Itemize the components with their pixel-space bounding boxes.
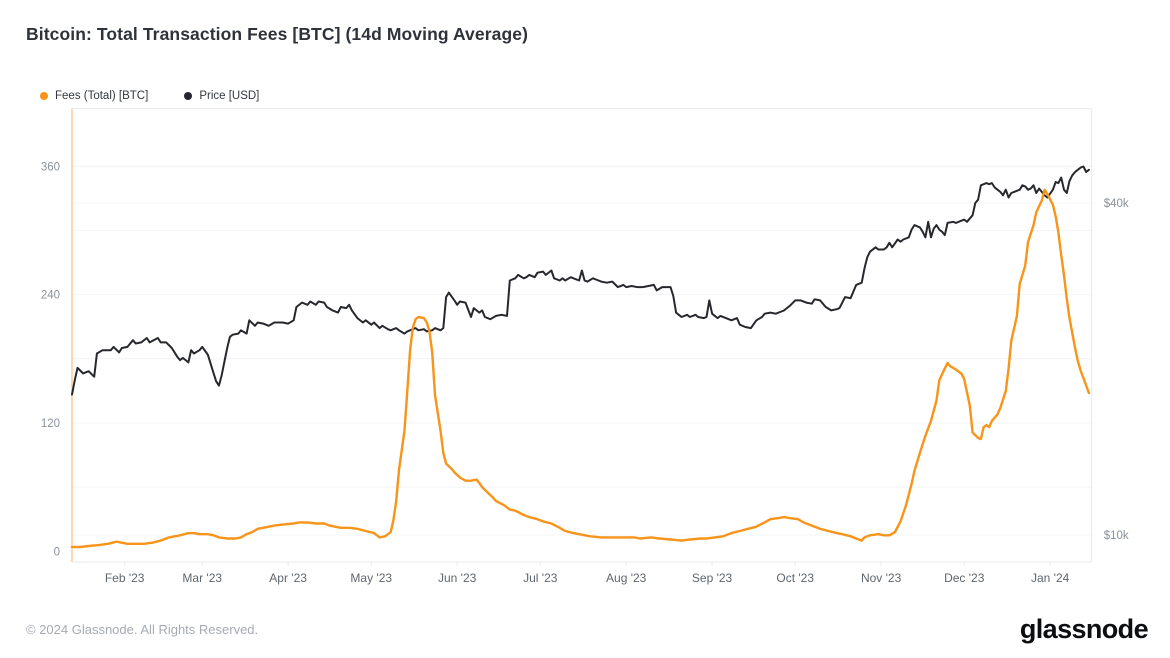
y-axis-label-left: 360 bbox=[41, 161, 60, 173]
x-axis-label: Apr '23 bbox=[269, 571, 307, 585]
fees-series-dot-icon bbox=[40, 92, 48, 100]
glassnode-logo: glassnode bbox=[1019, 614, 1149, 644]
x-axis-label: Feb '23 bbox=[105, 571, 145, 585]
legend-item-fees[interactable]: Fees (Total) [BTC] bbox=[40, 90, 148, 102]
x-axis-label: Jul '23 bbox=[523, 571, 558, 585]
fees-line-series bbox=[70, 188, 1091, 549]
x-axis-label: Jan '24 bbox=[1031, 571, 1070, 585]
x-axis-label: Jun '23 bbox=[438, 571, 477, 585]
y-axis-label-left: 240 bbox=[41, 290, 60, 302]
price-series-dot-icon bbox=[184, 92, 193, 100]
price-line-series bbox=[71, 165, 1090, 396]
legend-item-label: Fees (Total) [BTC] bbox=[55, 90, 149, 102]
copyright-text: © 2024 Glassnode. All Rights Reserved. bbox=[26, 622, 259, 637]
x-axis-label: Oct '23 bbox=[776, 571, 814, 585]
y-axis-label-left: 0 bbox=[54, 546, 60, 558]
x-axis-label: Aug '23 bbox=[606, 571, 647, 585]
y-axis-label-right: $40k bbox=[1104, 198, 1129, 210]
x-axis-label: Dec '23 bbox=[944, 571, 985, 585]
x-axis-label: Nov '23 bbox=[861, 571, 902, 585]
x-axis-label: Sep '23 bbox=[692, 571, 733, 585]
page-title: Bitcoin: Total Transaction Fees [BTC] (1… bbox=[26, 24, 529, 44]
chart-legend: Fees (Total) [BTC] Price [USD] bbox=[40, 90, 259, 102]
legend-item-label: Price [USD] bbox=[199, 90, 260, 102]
y-axis-label-left: 120 bbox=[41, 418, 60, 430]
y-axis-label-right: $10k bbox=[1104, 530, 1129, 542]
legend-item-price[interactable]: Price [USD] bbox=[184, 90, 259, 102]
x-axis-label: Mar '23 bbox=[182, 571, 222, 585]
x-axis-label: May '23 bbox=[350, 571, 392, 585]
